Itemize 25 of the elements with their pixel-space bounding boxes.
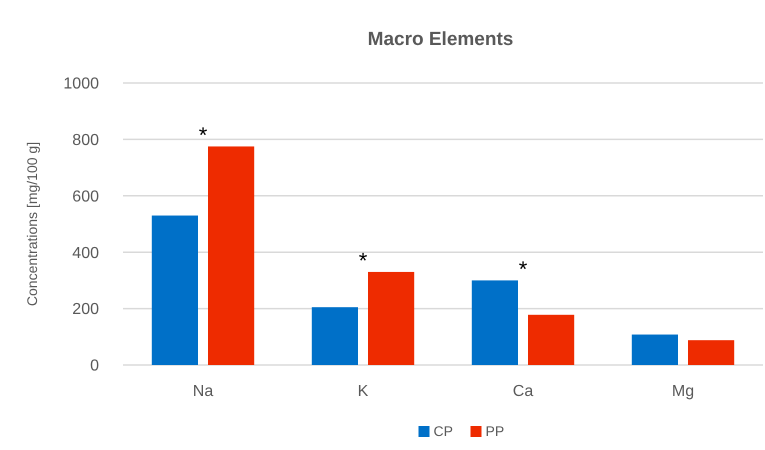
annotation: * [518, 256, 528, 282]
y-tick-label: 400 [72, 244, 100, 262]
x-tick-label: K [358, 383, 369, 400]
y-tick-label: 800 [72, 132, 100, 149]
bar [208, 146, 254, 365]
bar [688, 340, 734, 365]
bar [472, 280, 518, 365]
bar [368, 272, 414, 365]
x-tick-label: Ca [512, 383, 534, 400]
bar [632, 334, 678, 365]
bar [312, 307, 358, 365]
x-tick-label: Mg [672, 383, 694, 400]
y-axis-title: Concentrations [mg/100 g] [24, 142, 40, 306]
y-tick-label: 1000 [63, 76, 100, 93]
bar [152, 216, 198, 365]
chart-title: Macro Elements [368, 29, 514, 50]
bar [528, 314, 574, 365]
y-tick-label: 600 [72, 188, 100, 206]
y-tick-label: 200 [72, 301, 100, 318]
annotation: * [358, 248, 368, 273]
legend-label: PP [486, 423, 504, 439]
annotation: * [198, 122, 208, 148]
y-tick-label: 0 [90, 358, 100, 375]
legend-label: CP [434, 423, 453, 439]
x-tick-label: Na [192, 383, 214, 400]
